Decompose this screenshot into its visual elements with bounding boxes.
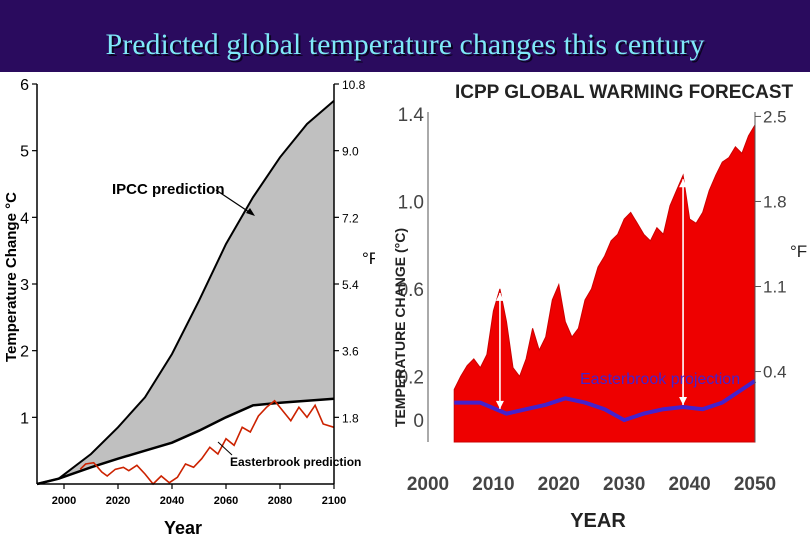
icpp-forecast-chart: ICPP GLOBAL WARMING FORECAST 0 0.2 0.6 1.0 1… (385, 72, 810, 540)
easterbrook-annotation: Easterbrook prediction (230, 455, 361, 469)
y2-tick-label: 1.8 (342, 411, 359, 425)
y-tick-label: 1 (20, 410, 29, 427)
x-tick-label: 2050 (734, 474, 776, 495)
x-axis-label: Year (164, 518, 202, 538)
chart-title: ICPP GLOBAL WARMING FORECAST (455, 82, 794, 103)
x-tick-label: 2040 (668, 474, 710, 495)
x-ticks: 2000 2010 2020 2030 2040 2050 (407, 474, 776, 495)
ipcc-annotation: IPCC prediction (112, 181, 225, 198)
x-tick-label: 2010 (472, 474, 514, 495)
y2-tick-label: 1.1 (763, 278, 787, 297)
x-tick-label: 2060 (214, 495, 238, 507)
y-tick-label: 5 (20, 144, 29, 161)
y-tick-label: 4 (20, 210, 29, 227)
x-ticks: 2000 2020 2040 2060 2080 2100 (52, 484, 346, 507)
y2-tick-label: 0.4 (763, 363, 787, 382)
y-axis-label: Temperature Change °C (3, 192, 20, 362)
slide-title: Predicted global temperature changes thi… (105, 28, 705, 61)
y-tick-label: 1.0 (398, 192, 424, 213)
y-axis-label: TEMPERATURE CHANGE (°C) (392, 228, 408, 427)
y-tick-label: 1.4 (398, 105, 425, 126)
x-tick-label: 2100 (322, 495, 346, 507)
left-y-ticks: 1 2 3 4 5 6 (20, 77, 37, 427)
difference-arrow-head (495, 400, 504, 409)
ipcc-lower-line (36, 397, 335, 486)
difference-arrow-head (679, 397, 688, 406)
x-tick-label: 2030 (603, 474, 645, 495)
y-tick-label: 0.2 (398, 367, 424, 388)
x-tick-label: 2040 (160, 495, 184, 507)
x-tick-label: 2020 (106, 495, 130, 507)
y2-tick-label: 5.4 (342, 278, 359, 292)
y2-tick-label: 3.6 (342, 345, 359, 359)
y2-tick-label: 7.2 (342, 211, 359, 225)
x-tick-label: 2000 (52, 495, 76, 507)
x-axis-label: YEAR (570, 510, 626, 532)
difference-arrow-head (495, 292, 504, 301)
icpp-forecast-area (453, 123, 756, 443)
right-y-ticks: 0.4 1.1 1.8 2.5 (755, 107, 787, 382)
y-tick-label: 3 (20, 277, 29, 294)
difference-arrow-head (679, 179, 688, 188)
x-tick-label: 2000 (407, 474, 449, 495)
easterbrook-prediction-line (79, 399, 335, 486)
ipcc-arrow-head (246, 208, 255, 216)
ipcc-upper-line (36, 99, 335, 485)
x-tick-label: 2020 (538, 474, 580, 495)
y-tick-label: 2 (20, 344, 29, 361)
ipcc-annotation-arrow (215, 189, 253, 215)
y-tick-label: 0.6 (398, 280, 424, 301)
easterbrook-annotation-arrow (217, 441, 233, 456)
y2-tick-label: 1.8 (763, 192, 787, 211)
easterbrook-projection-line (454, 379, 757, 423)
y2-tick-label: 9.0 (342, 145, 359, 159)
ipcc-prediction-band (37, 100, 334, 484)
left-y-ticks: 0 0.2 0.6 1.0 1.4 (398, 105, 425, 432)
easterbrook-projection-label: Easterbrook projection (580, 371, 740, 388)
x-tick-label: 2080 (268, 495, 292, 507)
right-axis-label: °F (790, 242, 807, 261)
right-y-ticks: 1.8 3.6 5.4 7.2 9.0 10.8 (334, 78, 366, 425)
right-axis-label: °F (362, 249, 375, 268)
y2-tick-label: 2.5 (763, 107, 787, 126)
y-tick-label: 6 (20, 77, 29, 94)
y2-tick-label: 10.8 (342, 78, 366, 92)
difference-arrows (495, 179, 688, 409)
y-tick-label: 0 (413, 411, 424, 432)
title-bar: Predicted global temperature changes thi… (0, 0, 810, 72)
